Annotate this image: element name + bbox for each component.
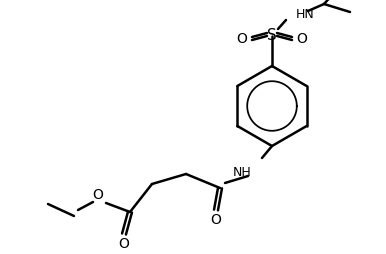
Text: O: O	[296, 32, 307, 46]
Text: S: S	[267, 28, 277, 43]
Text: O: O	[93, 188, 103, 202]
Text: NH: NH	[233, 166, 252, 179]
Text: HN: HN	[296, 8, 315, 21]
Text: O: O	[237, 32, 247, 46]
Text: O: O	[119, 237, 129, 251]
Text: O: O	[210, 213, 222, 227]
